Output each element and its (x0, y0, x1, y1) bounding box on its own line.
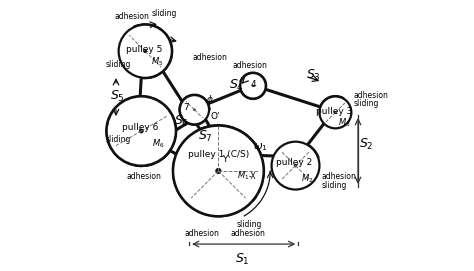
Text: $S_2$: $S_2$ (359, 137, 374, 152)
Text: adhesion: adhesion (185, 230, 220, 238)
Text: 7: 7 (183, 103, 189, 112)
Text: O': O' (210, 112, 220, 121)
Text: adhesion: adhesion (354, 91, 388, 100)
Text: 4: 4 (250, 80, 256, 89)
Text: adhesion: adhesion (127, 172, 161, 181)
Text: pulley 1 (C/S): pulley 1 (C/S) (188, 150, 249, 159)
Text: pulley 3: pulley 3 (316, 107, 352, 115)
Text: pulley 5: pulley 5 (126, 46, 162, 54)
Circle shape (118, 25, 172, 78)
Text: adhesion: adhesion (233, 61, 268, 70)
Circle shape (240, 73, 266, 99)
Circle shape (335, 111, 337, 113)
Text: $M_6$: $M_6$ (152, 138, 164, 150)
Text: adhesion: adhesion (193, 53, 228, 62)
Text: $M_2$: $M_2$ (301, 172, 313, 185)
Text: $M_3$: $M_3$ (338, 117, 351, 129)
Circle shape (319, 96, 351, 128)
Text: sliding: sliding (151, 9, 176, 18)
Text: pulley 2: pulley 2 (276, 159, 312, 167)
Text: sliding: sliding (237, 220, 263, 229)
Text: $\phi$: $\phi$ (206, 93, 214, 106)
Text: $S_1$: $S_1$ (235, 252, 250, 267)
Text: sliding: sliding (105, 134, 131, 144)
Text: sliding: sliding (354, 99, 379, 108)
Circle shape (173, 126, 264, 216)
Text: $M_5$: $M_5$ (151, 55, 163, 68)
Circle shape (216, 168, 221, 174)
Text: $S_5$: $S_5$ (110, 89, 125, 104)
Circle shape (180, 95, 209, 124)
Text: $S_4$: $S_4$ (229, 78, 244, 93)
Text: adhesion: adhesion (230, 230, 265, 238)
Text: pulley 6: pulley 6 (122, 122, 158, 131)
Text: $\omega_1$: $\omega_1$ (253, 141, 268, 153)
Text: sliding: sliding (105, 60, 131, 69)
Text: $M_1$: $M_1$ (237, 170, 249, 182)
Text: sliding: sliding (321, 181, 347, 190)
Circle shape (193, 109, 195, 111)
Text: $S_3$: $S_3$ (306, 68, 321, 83)
Circle shape (294, 164, 297, 167)
Text: $S_6$: $S_6$ (174, 114, 190, 129)
Text: Y: Y (222, 155, 228, 164)
Text: adhesion: adhesion (115, 12, 149, 21)
Circle shape (252, 85, 254, 86)
Circle shape (139, 129, 143, 133)
Circle shape (272, 142, 319, 189)
Text: -X: -X (249, 172, 256, 181)
Text: $S_7$: $S_7$ (199, 129, 213, 144)
Circle shape (144, 50, 147, 53)
Circle shape (107, 96, 176, 166)
Text: adhesion: adhesion (321, 172, 356, 181)
